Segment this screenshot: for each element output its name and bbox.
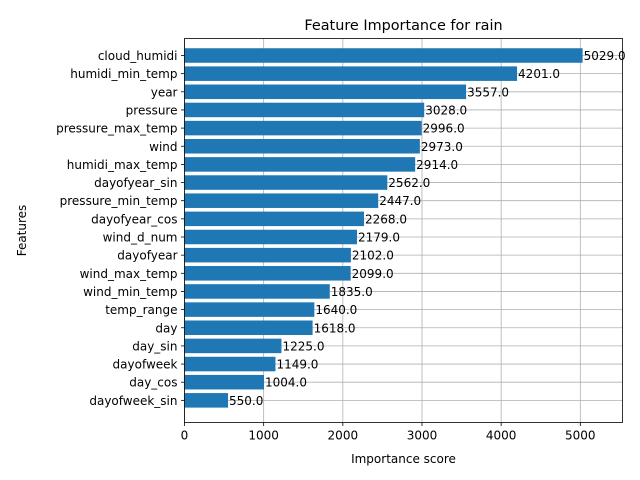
bar-value-label: 1835.0 <box>331 285 373 299</box>
y-tick-label: cloud_humidi <box>98 49 178 63</box>
y-tick-label: dayofyear <box>117 249 177 263</box>
bar-value-label: 2099.0 <box>352 267 394 281</box>
y-tick-label: dayofyear_sin <box>94 176 177 190</box>
bar <box>184 157 416 172</box>
bar <box>184 284 330 299</box>
bar-value-label: 3028.0 <box>425 103 467 117</box>
y-tick-label: pressure_max_temp <box>56 122 177 136</box>
bar <box>184 374 264 390</box>
x-tick-label: 0 <box>181 429 189 443</box>
y-tick-label: day_sin <box>132 339 177 353</box>
bar <box>184 175 388 190</box>
y-tick-label: wind_d_num <box>103 231 178 245</box>
bar <box>184 48 583 63</box>
bar-value-label: 2179.0 <box>358 231 400 245</box>
y-tick-label: wind <box>149 140 177 154</box>
x-tick-label: 2000 <box>328 429 359 443</box>
bar-value-label: 2996.0 <box>423 122 465 136</box>
y-tick-label: wind_min_temp <box>83 285 177 299</box>
bar-value-label: 2973.0 <box>421 140 463 154</box>
bars-group <box>184 48 583 408</box>
bar-value-label: 2562.0 <box>388 176 430 190</box>
bar-value-label: 3557.0 <box>467 85 509 99</box>
y-tick-label: pressure_min_temp <box>60 194 178 208</box>
x-tick-label: 5000 <box>565 429 596 443</box>
bar <box>184 247 351 263</box>
bar-value-label: 2447.0 <box>379 194 421 208</box>
y-tick-label: pressure <box>126 103 178 117</box>
y-tick-label: year <box>151 85 178 99</box>
bar <box>184 120 422 136</box>
bar <box>184 102 425 118</box>
y-tick-label: humidi_max_temp <box>67 158 178 172</box>
x-axis-label: Importance score <box>351 452 456 466</box>
bar-value-label: 1149.0 <box>276 358 318 372</box>
y-tick-label: dayofweek <box>113 358 178 372</box>
x-tick-label: 3000 <box>407 429 438 443</box>
chart-title: Feature Importance for rain <box>304 18 502 34</box>
x-tick-label: 4000 <box>486 429 517 443</box>
bar <box>184 229 357 245</box>
bar <box>184 320 313 336</box>
x-tick-label: 1000 <box>248 429 279 443</box>
y-tick-label: humidi_min_temp <box>70 67 177 81</box>
bar-value-label: 2102.0 <box>352 249 394 263</box>
bar <box>184 356 276 372</box>
plot-frame <box>184 38 623 423</box>
bar-value-label: 1225.0 <box>282 339 324 353</box>
bar-value-label: 1004.0 <box>265 376 307 390</box>
bar <box>184 266 351 281</box>
bar <box>184 138 420 154</box>
y-tick-label: day <box>155 321 177 335</box>
bar <box>184 393 229 408</box>
bar <box>184 338 282 354</box>
bar <box>184 66 518 81</box>
y-tick-label: dayofweek_sin <box>89 394 177 408</box>
bar <box>184 211 365 227</box>
bar-value-label: 5029.0 <box>584 49 626 63</box>
bar-value-label: 4201.0 <box>518 67 560 81</box>
bar-value-label: 2914.0 <box>416 158 458 172</box>
y-tick-label: day_cos <box>129 376 177 390</box>
bar-value-label: 1618.0 <box>314 321 356 335</box>
y-tick-label: dayofyear_cos <box>91 212 177 226</box>
y-axis-label: Features <box>15 205 29 257</box>
bar <box>184 84 467 100</box>
bar-value-label: 2268.0 <box>365 212 407 226</box>
y-tick-label: wind_max_temp <box>80 267 178 281</box>
bar <box>184 193 379 208</box>
bar-value-label: 1640.0 <box>315 303 357 317</box>
bar <box>184 302 315 317</box>
x-axis-ticks: 0 1000 2000 3000 4000 5000 <box>181 422 596 443</box>
bar-value-label: 550.0 <box>229 394 263 408</box>
y-tick-label: temp_range <box>105 303 177 317</box>
